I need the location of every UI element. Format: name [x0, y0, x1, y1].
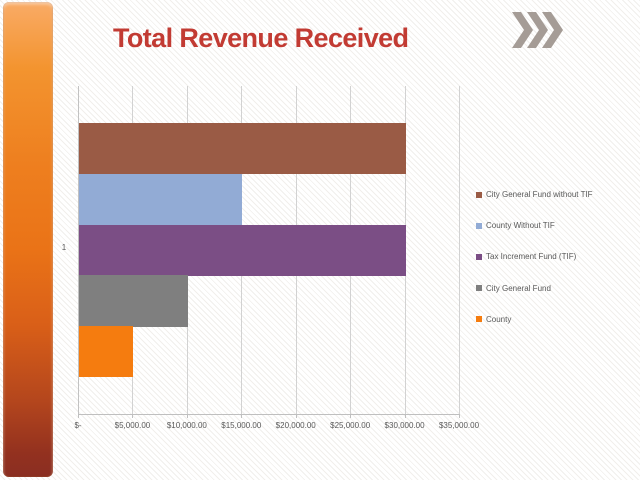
- legend-swatch-icon: [476, 285, 482, 292]
- chevron-right-icon: [527, 12, 548, 48]
- chevron-right-icon: [542, 12, 563, 48]
- legend-label: City General Fund: [486, 283, 551, 293]
- x-axis-tick-label: $20,000.00: [275, 421, 316, 430]
- legend-swatch-icon: [476, 222, 482, 229]
- triple-chevron-icon: [512, 12, 563, 48]
- bar-city-general-fund: [79, 275, 188, 327]
- slide-accent-sidebar: [3, 2, 53, 477]
- x-axis-tick-label: $-: [74, 421, 82, 430]
- legend-item-tax-increment-fund-tif: Tax Increment Fund (TIF): [476, 252, 576, 261]
- x-axis-tick-label: $5,000.00: [114, 421, 151, 430]
- x-axis-tick: [404, 414, 406, 418]
- legend-label: County Without TIF: [486, 221, 555, 231]
- x-axis-tick-label: $30,000.00: [384, 421, 425, 430]
- x-axis-tick: [350, 414, 352, 418]
- legend-swatch-icon: [476, 253, 482, 260]
- y-axis-category-label: 1: [61, 243, 67, 252]
- legend-item-city-general-fund-without-tif: City General Fund without TIF: [476, 190, 593, 199]
- x-axis-tick: [459, 414, 460, 418]
- x-axis-tick: [186, 414, 188, 418]
- legend-label: City General Fund without TIF: [486, 190, 593, 199]
- bar-tax-increment-fund-tif: [79, 224, 406, 276]
- legend-item-county: County: [476, 315, 511, 324]
- bar-county-without-tif: [79, 173, 243, 225]
- x-axis-tick-label: $25,000.00: [330, 421, 371, 430]
- x-axis-tick: [132, 414, 134, 418]
- x-axis-tick: [295, 414, 297, 418]
- bar-city-general-fund-without-tif: [79, 123, 406, 175]
- chevron-right-icon: [512, 12, 533, 48]
- gridline: [459, 86, 460, 414]
- legend-swatch-icon: [476, 316, 482, 323]
- bar-county: [79, 326, 134, 378]
- legend-swatch-icon: [476, 191, 482, 198]
- legend-label: Tax Increment Fund (TIF): [486, 252, 577, 262]
- y-axis-line: [78, 86, 79, 414]
- x-axis-tick-label: $15,000.00: [221, 421, 262, 430]
- x-axis-tick: [241, 414, 243, 418]
- x-axis-tick-label: $10,000.00: [166, 421, 207, 430]
- legend-item-city-general-fund: City General Fund: [476, 284, 551, 293]
- legend-item-county-without-tif: County Without TIF: [476, 221, 555, 230]
- slide-title: Total Revenue Received: [113, 23, 409, 53]
- legend-label: County: [486, 314, 512, 324]
- x-axis-tick: [78, 414, 79, 418]
- x-axis-tick-label: $35,000.00: [438, 421, 480, 430]
- x-axis-line: [78, 414, 460, 415]
